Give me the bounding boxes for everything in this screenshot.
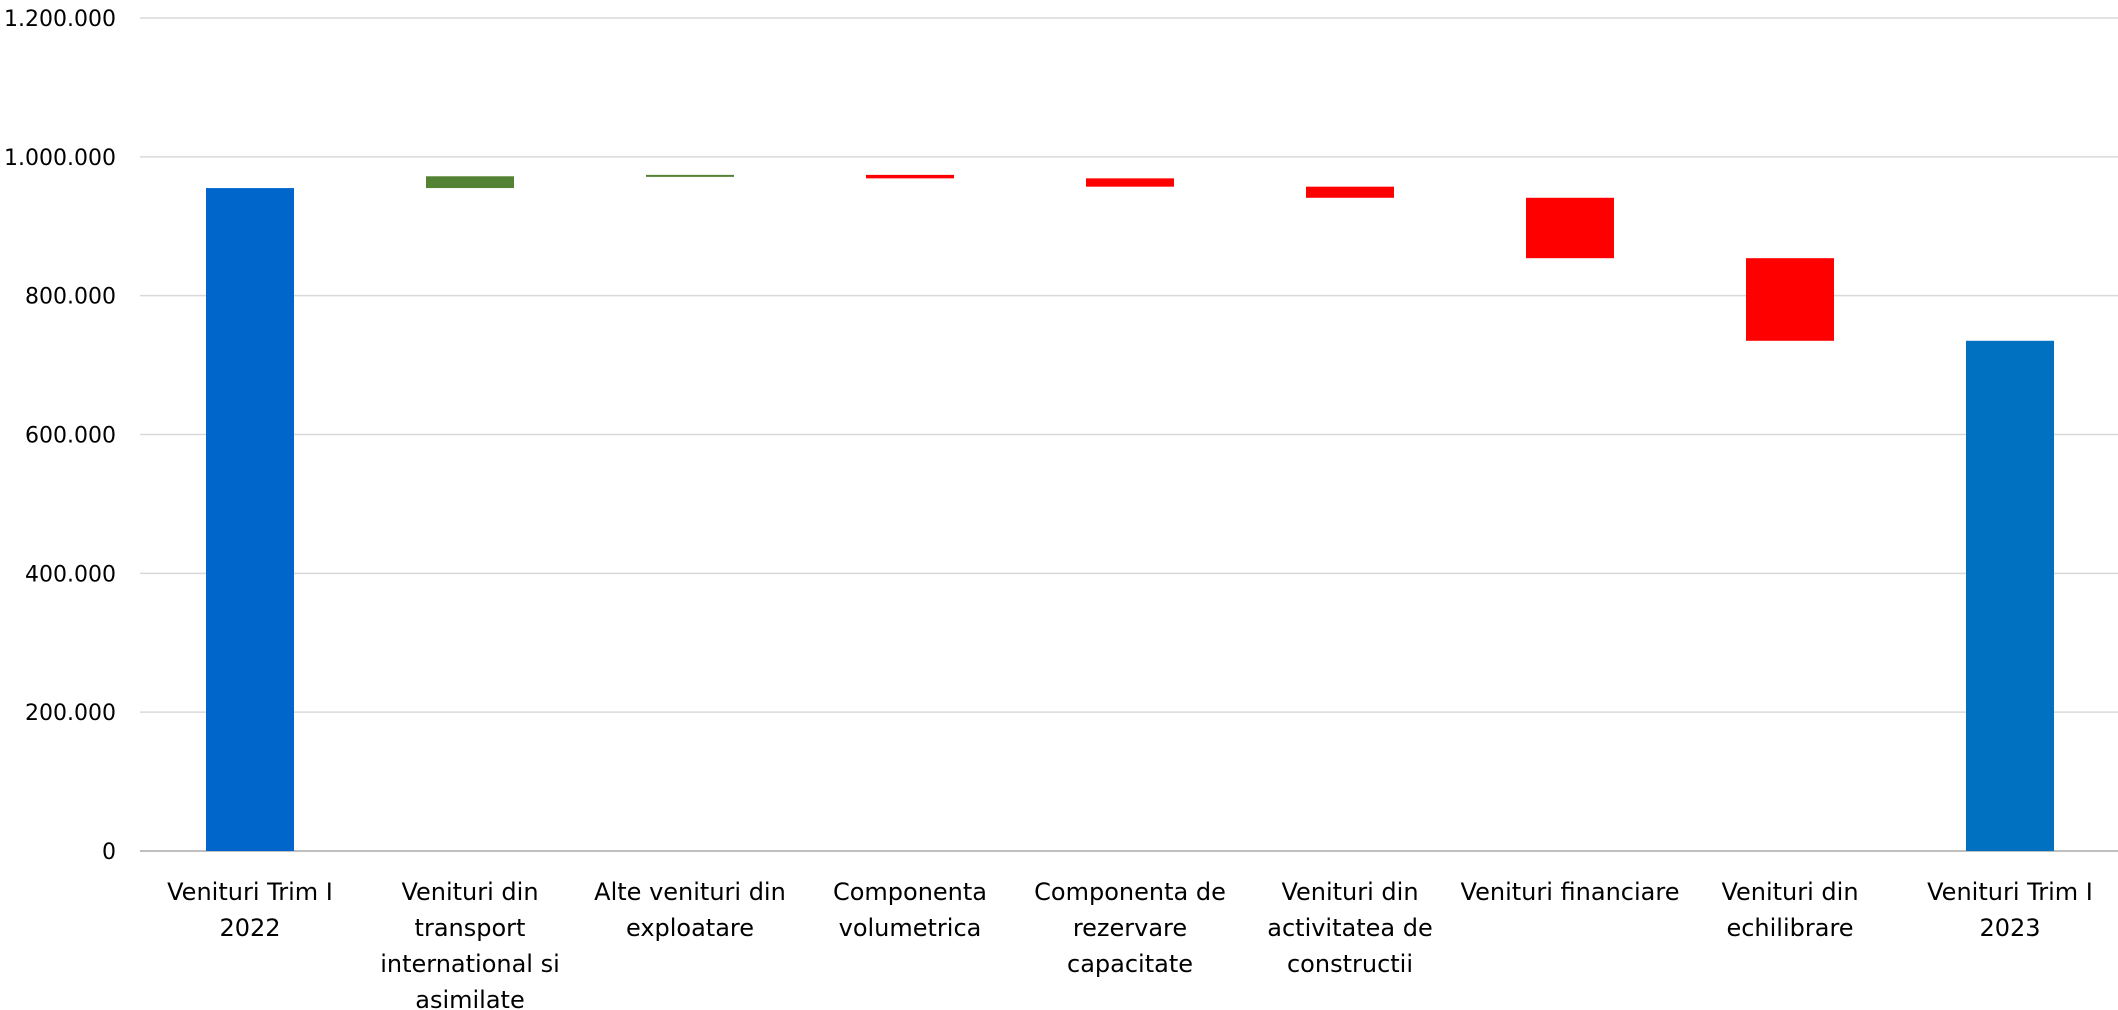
x-category-label-line: Componenta de bbox=[1034, 878, 1226, 906]
x-category-label: Venituri din echilibrare bbox=[1721, 878, 1858, 942]
bar-increase bbox=[426, 176, 514, 189]
x-category-label-line: activitatea de bbox=[1267, 914, 1432, 942]
x-category-label-line: Venituri Trim I bbox=[167, 878, 333, 906]
x-axis-labels: Venituri Trim I 2022 Venituri din transport… bbox=[167, 878, 2093, 1010]
x-category-label-line: 2022 bbox=[219, 914, 280, 942]
x-category-label-line: Venituri financiare bbox=[1461, 878, 1680, 906]
x-category-label-line: Componenta bbox=[833, 878, 987, 906]
y-tick-label: 200.000 bbox=[25, 701, 116, 726]
x-category-label-line: constructii bbox=[1287, 950, 1413, 978]
x-category-label: Venituri financiare bbox=[1461, 878, 1680, 906]
x-category-label: Venituri Trim I 2022 bbox=[167, 878, 333, 942]
x-category-label-line: Venituri Trim I bbox=[1927, 878, 2093, 906]
x-category-label: Venituri din activitatea de constructii bbox=[1267, 878, 1432, 978]
y-tick-label: 1.000.000 bbox=[4, 146, 116, 171]
x-category-label: Venituri din transport international si asi… bbox=[380, 878, 560, 1010]
y-tick-label: 800.000 bbox=[25, 285, 116, 310]
x-category-label-line: international si bbox=[380, 950, 560, 978]
x-category-label-line: Venituri din bbox=[1281, 878, 1418, 906]
bar-decrease bbox=[1086, 178, 1174, 187]
x-category-label-line: capacitate bbox=[1067, 950, 1193, 978]
bar-total bbox=[1966, 340, 2054, 851]
y-tick-label: 600.000 bbox=[25, 424, 116, 449]
bars bbox=[206, 174, 2054, 852]
x-category-label: Alte venituri din exploatare bbox=[594, 878, 786, 942]
x-category-label-line: exploatare bbox=[626, 914, 754, 942]
bar-decrease bbox=[1746, 258, 1834, 341]
x-category-label: Componenta volumetrica bbox=[833, 878, 987, 942]
y-axis-ticks: 0 200.000 400.000 600.000 800.000 1.000.000 1.… bbox=[4, 7, 116, 865]
bar-increase bbox=[646, 174, 734, 177]
y-tick-label: 0 bbox=[102, 840, 116, 865]
bar-decrease bbox=[1526, 197, 1614, 259]
x-category-label-line: echilibrare bbox=[1726, 914, 1853, 942]
bar-decrease bbox=[866, 174, 954, 179]
x-category-label-line: rezervare bbox=[1073, 914, 1187, 942]
y-tick-label: 1.200.000 bbox=[4, 7, 116, 32]
x-category-label-line: transport bbox=[415, 914, 526, 942]
x-category-label-line: asimilate bbox=[415, 986, 524, 1010]
x-category-label: Componenta de rezervare capacitate bbox=[1034, 878, 1226, 978]
bar-decrease bbox=[1306, 186, 1394, 198]
x-category-label: Venituri Trim I 2023 bbox=[1927, 878, 2093, 942]
x-category-label-line: Alte venituri din bbox=[594, 878, 786, 906]
gridlines bbox=[140, 17, 2118, 852]
bar-total bbox=[206, 188, 294, 852]
y-tick-label: 400.000 bbox=[25, 562, 116, 587]
x-category-label-line: volumetrica bbox=[839, 914, 982, 942]
x-category-label-line: Venituri din bbox=[401, 878, 538, 906]
x-category-label-line: 2023 bbox=[1979, 914, 2040, 942]
x-category-label-line: Venituri din bbox=[1721, 878, 1858, 906]
